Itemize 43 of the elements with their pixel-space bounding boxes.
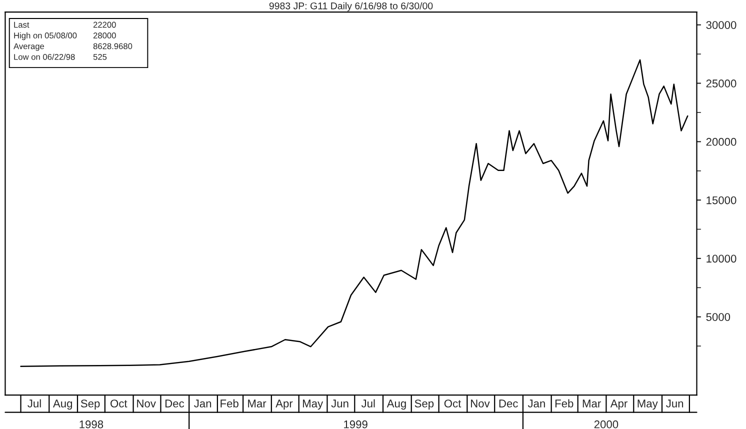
x-tick-label: Oct xyxy=(444,400,462,408)
x-tick-label: Jun xyxy=(666,400,684,408)
annotation: Average xyxy=(14,43,44,51)
x-tick-label: Aug xyxy=(52,400,72,410)
x-tick-label: Sep xyxy=(414,400,434,410)
x-tick-label: Oct xyxy=(110,400,128,408)
x2-tick-label: 1998 xyxy=(80,420,104,428)
x-tick-label: May xyxy=(302,400,324,410)
y-tick-label: 25000 xyxy=(706,80,736,88)
x-tick-label: Apr xyxy=(276,400,293,410)
line-series xyxy=(20,59,688,367)
x-tick-label: Nov xyxy=(137,400,156,408)
x-tick-label: Jul xyxy=(361,399,375,408)
x-tick-label: Nov xyxy=(471,400,490,408)
x-tick-label: Feb xyxy=(220,399,238,408)
annotation: High on 05/08/00 xyxy=(14,32,77,40)
x2-tick-label: 2000 xyxy=(594,420,618,428)
y-tick-label: 5000 xyxy=(706,313,730,321)
annotation: 525 xyxy=(93,54,107,60)
x-tick-label: Apr xyxy=(610,400,628,410)
annotation: Last xyxy=(14,22,30,28)
x-tick-label: Mar xyxy=(248,400,266,408)
annotation: 22200 xyxy=(93,22,116,28)
x-tick-label: Jul xyxy=(28,399,41,408)
chart-title: 9983 JP: G11 Daily 6/16/98 to 6/30/00 xyxy=(269,2,433,12)
x-tick-label: Jan xyxy=(194,400,212,408)
x-tick-label: Mar xyxy=(582,400,601,408)
y-tick-label: 10000 xyxy=(706,254,736,263)
x2-tick-label: 1999 xyxy=(344,420,368,428)
y-tick-label: 30000 xyxy=(706,21,736,29)
x-tick-label: May xyxy=(638,400,658,410)
x-tick-label: Jun xyxy=(331,400,348,408)
x-tick-label: Sep xyxy=(80,400,100,410)
x-tick-label: Dec xyxy=(499,400,518,408)
x-tick-label: Aug xyxy=(386,400,406,410)
annotation: 8628.9680 xyxy=(93,43,132,50)
x-tick-label: Feb xyxy=(555,399,574,408)
x-tick-label: Dec xyxy=(165,400,184,408)
annotation: 28000 xyxy=(93,32,116,38)
x-tick-label: Jan xyxy=(528,400,545,408)
y-tick-label: 20000 xyxy=(706,138,736,146)
y-tick-label: 15000 xyxy=(706,196,736,204)
annotation: Low on 06/22/98 xyxy=(14,54,75,60)
